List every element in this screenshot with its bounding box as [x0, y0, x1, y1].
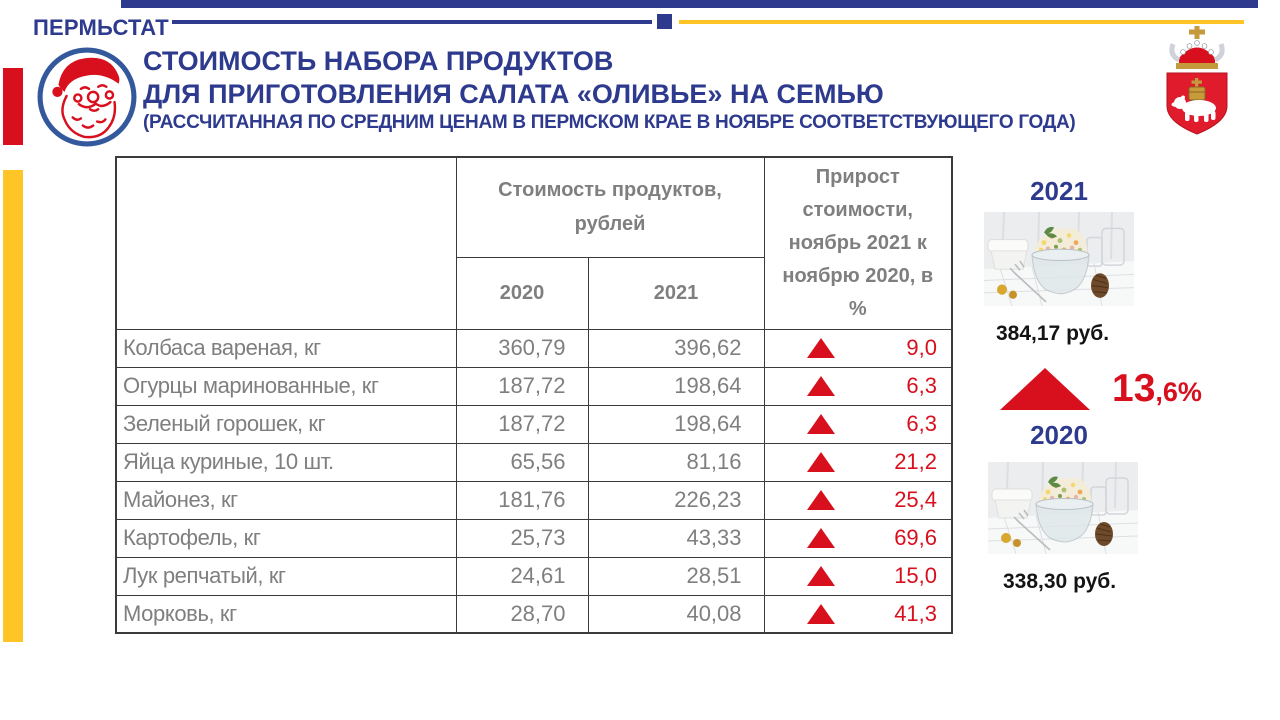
- price-2021: 396,62: [587, 328, 765, 368]
- up-triangle-icon: [806, 376, 835, 396]
- left-red-accent-block: [3, 68, 23, 145]
- price-2021: 198,64: [587, 366, 765, 406]
- salad-photo-2021: [984, 212, 1134, 306]
- divider-line-yellow: [679, 20, 1244, 24]
- table-row: Майонез, кг 181,76 226,23 25,4: [115, 480, 953, 520]
- table-row: Картофель, кг 25,73 43,33 69,6: [115, 518, 953, 558]
- product-name: Огурцы маринованные, кг: [115, 366, 457, 406]
- growth-percent-frac: ,6%: [1155, 377, 1202, 407]
- growth-cell: 9,0: [763, 328, 953, 368]
- product-name: Яйца куриные, 10 шт.: [115, 442, 457, 482]
- up-triangle-icon: [806, 528, 835, 548]
- cost-group-header: Стоимость продуктов, рублей: [455, 156, 765, 258]
- up-triangle-icon: [806, 414, 835, 434]
- salad-photo-2020: [988, 462, 1138, 554]
- up-triangle-icon: [806, 603, 835, 624]
- page-subtitle: (РАССЧИТАННАЯ ПО СРЕДНИМ ЦЕНАМ В ПЕРМСКО…: [143, 112, 1076, 133]
- growth-cell: 6,3: [763, 366, 953, 406]
- year-label-2020: 2020: [1030, 420, 1088, 450]
- up-triangle-icon: [806, 452, 835, 472]
- price-2020: 360,79: [455, 328, 589, 368]
- growth-value: 25,4: [894, 487, 938, 512]
- growth-cell: 41,3: [763, 594, 953, 634]
- brand-permstat: ПЕРМЬСТАТ: [33, 15, 169, 40]
- total-growth-percent: 13,6%: [1112, 367, 1202, 411]
- growth-value: 69,6: [894, 525, 938, 550]
- year-label-2021: 2021: [1030, 176, 1088, 206]
- year-2021-header: 2021: [587, 256, 765, 330]
- growth-header: Прирост стоимости, ноябрь 2021 к ноябрю …: [763, 156, 953, 330]
- price-2020: 24,61: [455, 556, 589, 596]
- table-row: Колбаса вареная, кг 360,79 396,62 9,0: [115, 328, 953, 368]
- empty-header-cell: [115, 156, 457, 330]
- up-triangle-icon: [806, 338, 835, 358]
- big-up-triangle-icon: [1000, 368, 1090, 410]
- product-name: Колбаса вареная, кг: [115, 328, 457, 368]
- product-name: Лук репчатый, кг: [115, 556, 457, 596]
- growth-cell: 15,0: [763, 556, 953, 596]
- price-2020: 187,72: [455, 366, 589, 406]
- product-name: Картофель, кг: [115, 518, 457, 558]
- table-row: Яйца куриные, 10 шт. 65,56 81,16 21,2: [115, 442, 953, 482]
- price-2021: 81,16: [587, 442, 765, 482]
- growth-value: 15,0: [894, 563, 938, 588]
- price-2021: 226,23: [587, 480, 765, 520]
- price-2021: 198,64: [587, 404, 765, 444]
- santa-ded-moroz-icon: [37, 47, 137, 147]
- growth-cell: 21,2: [763, 442, 953, 482]
- product-name: Майонез, кг: [115, 480, 457, 520]
- growth-cell: 69,6: [763, 518, 953, 558]
- growth-value: 41,3: [894, 600, 938, 626]
- growth-value: 21,2: [894, 449, 938, 474]
- price-2020: 181,76: [455, 480, 589, 520]
- price-2020: 28,70: [455, 594, 589, 634]
- growth-value: 6,3: [906, 411, 938, 436]
- growth-value: 6,3: [906, 373, 938, 398]
- growth-cell: 6,3: [763, 404, 953, 444]
- top-navy-bar: [121, 0, 1258, 8]
- price-2020: 25,73: [455, 518, 589, 558]
- left-yellow-accent-block: [3, 170, 23, 642]
- total-price-2021: 384,17 руб.: [996, 322, 1110, 345]
- perm-coat-of-arms-icon: [1166, 26, 1228, 135]
- products-table: Стоимость продуктов, рублей Прирост стои…: [115, 156, 954, 634]
- price-2021: 40,08: [587, 594, 765, 634]
- price-2020: 187,72: [455, 404, 589, 444]
- total-price-2020: 338,30 руб.: [1003, 570, 1117, 593]
- table-row: Морковь, кг 28,70 40,08 41,3: [115, 594, 953, 634]
- growth-cell: 25,4: [763, 480, 953, 520]
- page-title-line2: ДЛЯ ПРИГОТОВЛЕНИЯ САЛАТА «ОЛИВЬЕ» НА СЕМ…: [143, 79, 884, 109]
- product-name: Зеленый горошек, кг: [115, 404, 457, 444]
- table-row: Лук репчатый, кг 24,61 28,51 15,0: [115, 556, 953, 596]
- table-row: Огурцы маринованные, кг 187,72 198,64 6,…: [115, 366, 953, 406]
- growth-value: 9,0: [906, 335, 938, 360]
- page-title-line1: СТОИМОСТЬ НАБОРА ПРОДУКТОВ: [143, 46, 614, 76]
- table-row: Зеленый горошек, кг 187,72 198,64 6,3: [115, 404, 953, 444]
- year-2020-header: 2020: [455, 256, 589, 330]
- up-triangle-icon: [806, 566, 835, 586]
- product-name: Морковь, кг: [115, 594, 457, 634]
- growth-percent-int: 13: [1112, 367, 1156, 410]
- divider-square: [657, 14, 672, 29]
- divider-line-navy: [172, 20, 652, 24]
- price-2020: 65,56: [455, 442, 589, 482]
- price-2021: 43,33: [587, 518, 765, 558]
- up-triangle-icon: [806, 490, 835, 510]
- price-2021: 28,51: [587, 556, 765, 596]
